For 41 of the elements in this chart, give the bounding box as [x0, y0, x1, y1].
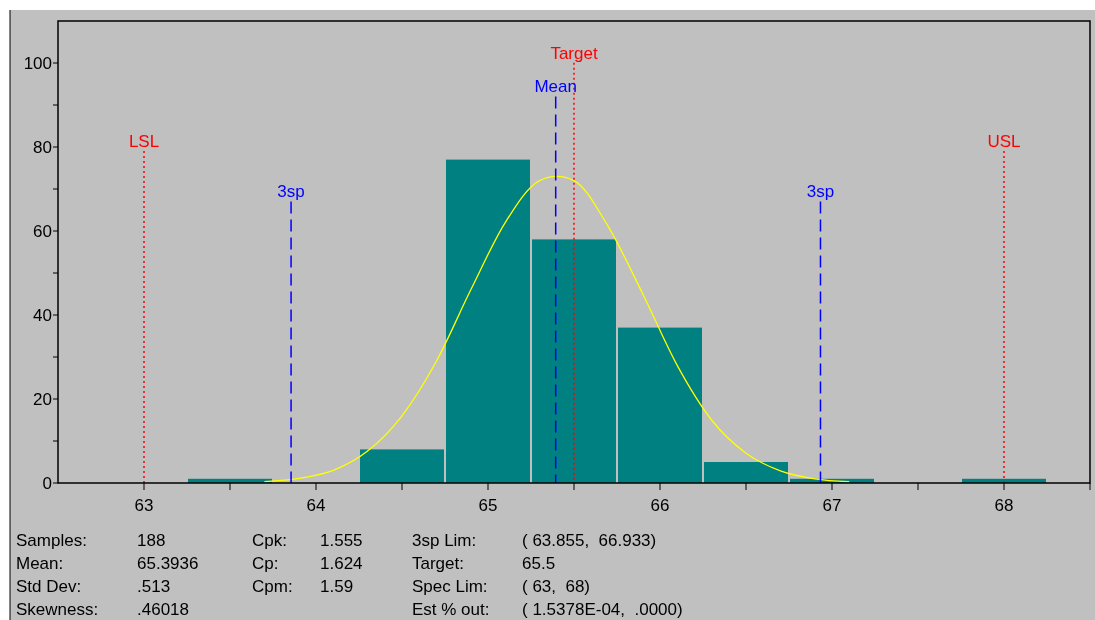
text: 65.5 [522, 554, 556, 573]
x-tick-label: 64 [306, 496, 326, 515]
text: .46018 [137, 600, 189, 619]
x-tick-label: 67 [822, 496, 842, 515]
line-series [263, 175, 850, 483]
y-tick-label: 80 [33, 138, 52, 157]
y-tick-label: 20 [33, 390, 52, 409]
y-tick-label: 100 [23, 54, 52, 73]
text: 3sp Lim: [412, 531, 477, 550]
text: 65.3936 [137, 554, 199, 573]
ref-line-label: USL [987, 132, 1021, 151]
y-tick-label: 0 [42, 474, 52, 493]
text: ( 63.855, 66.933) [522, 531, 657, 550]
text: 1.555 [320, 531, 363, 550]
ref-line-label: 3sp [806, 182, 835, 202]
ref-line-label: Target [550, 43, 598, 63]
text: Skewness: [16, 600, 99, 619]
text: Est % out: [412, 600, 490, 619]
ref-line-label: 3sp [277, 182, 305, 202]
text: 188 [137, 531, 166, 550]
text: Cp: [252, 554, 279, 573]
y-tick-label: 40 [33, 306, 52, 325]
ref-line-label: Mean [534, 77, 577, 97]
text: Std Dev: [16, 577, 82, 596]
text: Target: [412, 554, 464, 573]
ref-line-label: LSL [128, 132, 160, 151]
y-tick-label: 60 [33, 222, 52, 241]
text: .513 [137, 577, 171, 596]
x-tick-label: 65 [478, 496, 498, 515]
text: 1.624 [320, 554, 363, 573]
text: ( 1.5378E-04, .0000) [522, 600, 683, 619]
x-tick-label: 68 [994, 496, 1014, 515]
text: Mean: [16, 554, 64, 573]
text: Cpm: [252, 577, 293, 596]
text: ( 63, 68) [522, 577, 591, 596]
text: Cpk: [252, 531, 287, 550]
x-tick-label: 66 [650, 496, 670, 515]
text: Samples: [16, 531, 87, 550]
x-tick-label: 63 [134, 496, 154, 515]
text: 1.59 [320, 577, 354, 596]
text: Spec Lim: [412, 577, 488, 596]
